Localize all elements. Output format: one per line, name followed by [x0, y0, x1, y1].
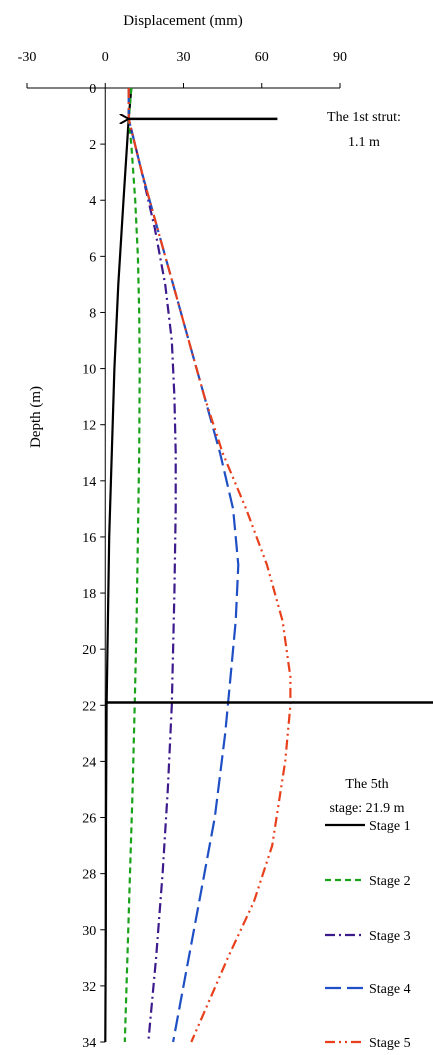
legend-label-3: Stage 3	[369, 929, 411, 944]
y-tick-label: 28	[82, 868, 96, 883]
y-tick-label: 2	[89, 138, 96, 153]
series-line-stage-4	[127, 88, 240, 1043]
legend-label-1: Stage 1	[369, 819, 411, 834]
x-tick-label: 30	[177, 50, 191, 65]
axes-layer: -30 0 30 60 90024681012141618202224262830323…	[18, 50, 347, 1051]
y-tick-label: 14	[82, 475, 96, 490]
y-tick-label: 26	[82, 812, 96, 827]
series-line-stage-1	[104, 87, 133, 1043]
y-tick-label: 24	[82, 755, 96, 770]
x-tick-label: 0	[102, 50, 109, 65]
y-tick-label: 8	[89, 306, 96, 321]
x-tick-label: 60	[255, 50, 269, 65]
y-tick-label: 30	[82, 924, 96, 939]
y-axis-title: Depth (m)	[28, 386, 44, 448]
y-tick-label: 4	[89, 194, 96, 209]
x-tick-label: 90	[333, 50, 347, 65]
x-tick-label: -30	[18, 50, 37, 65]
y-tick-label: 20	[82, 643, 96, 658]
series-line-stage-5	[127, 88, 292, 1043]
y-tick-label: 16	[82, 531, 96, 546]
series-line-stage-2	[123, 87, 141, 1043]
y-tick-label: 10	[82, 363, 96, 378]
legend-label-2: Stage 2	[369, 874, 411, 889]
y-tick-label: 6	[89, 250, 96, 265]
y-tick-label: 32	[82, 980, 96, 995]
legend: Stage 1 Stage 2 Stage 3 Stage 4 Stage 5	[325, 819, 411, 1051]
y-tick-label: 18	[82, 587, 96, 602]
series-line-stage-3	[127, 88, 177, 1043]
excavation-annotation-line-1: The 5th	[345, 777, 388, 792]
x-axis-title: Displacement (mm)	[123, 13, 243, 29]
excavation-annotation-line-2: stage: 21.9 m	[329, 801, 404, 816]
legend-label-5: Stage 5	[369, 1036, 411, 1051]
strut-annotation-line-2: 1.1 m	[348, 135, 380, 150]
series-layer	[104, 87, 292, 1043]
y-tick-label: 34	[82, 1036, 96, 1051]
annotation-layer: The 1st strut: 1.1 m The 5th stage: 21.9 m	[105, 110, 433, 816]
y-tick-label: 22	[82, 699, 96, 714]
legend-label-4: Stage 4	[369, 982, 411, 997]
y-tick-label: 0	[89, 82, 96, 97]
strut-annotation-line-1: The 1st strut:	[327, 110, 401, 125]
y-tick-label: 12	[82, 419, 96, 434]
